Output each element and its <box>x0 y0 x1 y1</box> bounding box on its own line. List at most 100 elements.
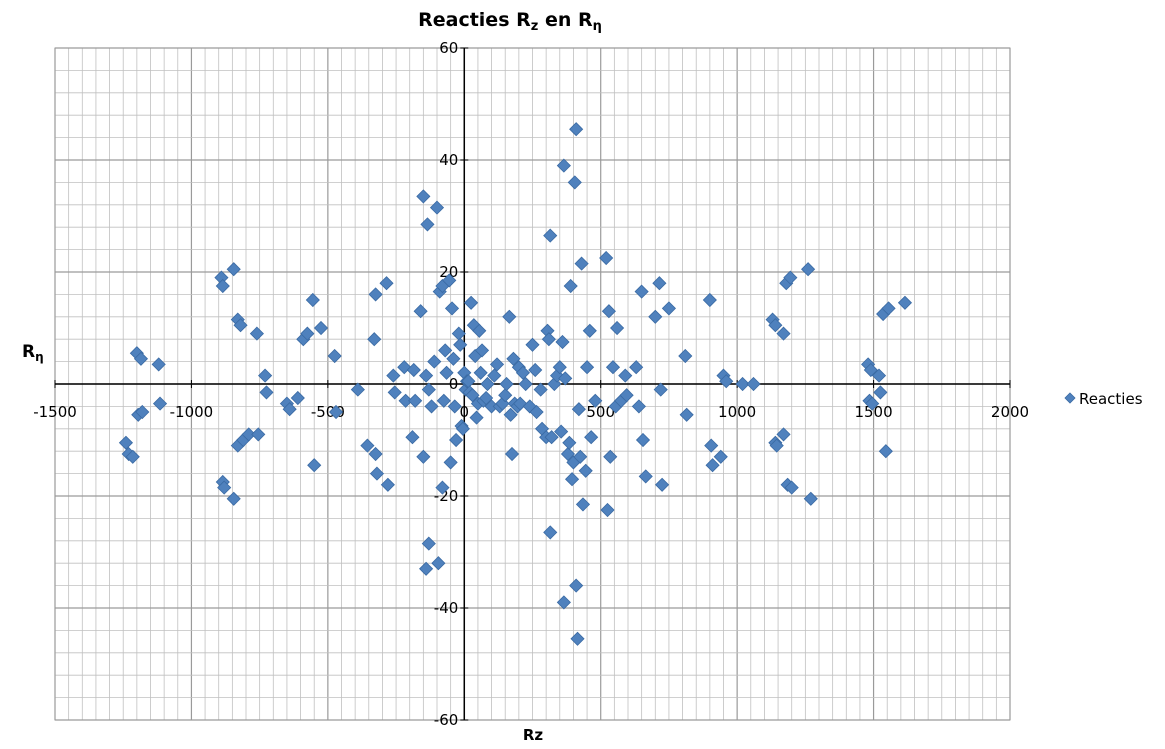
x-tick-label: -1500 <box>33 403 77 421</box>
data-point-diamond <box>217 480 232 495</box>
data-point-diamond <box>233 318 248 333</box>
data-point-diamond <box>554 424 569 439</box>
data-point-diamond <box>704 438 719 453</box>
data-point-diamond <box>801 262 816 277</box>
x-tick-label: 0 <box>460 403 470 421</box>
data-point-diamond <box>327 348 342 364</box>
data-point-diamond <box>469 410 484 425</box>
x-tick-label: 2000 <box>991 403 1029 421</box>
data-point-diamond <box>416 449 431 464</box>
data-point-diamond <box>584 430 599 445</box>
data-point-diamond <box>424 399 439 414</box>
data-points <box>118 122 913 646</box>
data-point-diamond <box>541 332 556 347</box>
data-point-diamond <box>769 438 784 453</box>
data-point-diamond <box>487 368 502 383</box>
data-point-diamond <box>573 449 588 464</box>
y-axis-title: Rη <box>22 342 44 364</box>
data-point-diamond <box>386 368 401 383</box>
data-point-diamond <box>784 480 799 495</box>
data-point-diamond <box>518 376 533 392</box>
data-point-diamond <box>560 446 576 462</box>
data-point-diamond <box>735 376 750 392</box>
y-tick-label: 60 <box>439 39 458 57</box>
data-point-diamond <box>618 368 633 383</box>
data-point-diamond <box>679 407 694 422</box>
data-point-diamond <box>300 326 315 341</box>
data-point-diamond <box>429 200 445 215</box>
data-point-diamond <box>290 390 305 406</box>
x-axis-title: Rz <box>523 726 544 744</box>
chart-title-mid: en R <box>538 9 593 31</box>
data-point-diamond <box>652 276 667 291</box>
data-point-diamond <box>574 256 589 271</box>
data-point-diamond <box>768 318 783 333</box>
data-point-diamond <box>564 472 580 487</box>
data-point-diamond <box>443 455 458 470</box>
data-point-diamond <box>580 360 595 375</box>
data-point-diamond <box>582 323 597 338</box>
chart-title: Reacties Rz en Rη <box>418 9 602 34</box>
data-point-diamond <box>776 326 791 341</box>
data-point-diamond <box>558 371 573 386</box>
data-point-diamond <box>419 368 434 383</box>
data-point-diamond <box>569 578 584 593</box>
data-point-diamond <box>600 502 615 518</box>
data-point-diamond <box>473 365 488 380</box>
data-point-diamond <box>873 385 888 400</box>
data-point-diamond <box>570 631 585 646</box>
data-point-diamond <box>447 399 462 414</box>
data-point-diamond <box>713 449 728 464</box>
data-point-diamond <box>419 561 434 576</box>
data-point-diamond <box>619 388 634 403</box>
data-point-diamond <box>543 228 558 243</box>
data-point-diamond <box>543 525 558 540</box>
data-point-diamond <box>562 435 577 450</box>
legend-label: Reacties <box>1079 390 1143 408</box>
data-point-diamond <box>871 368 887 383</box>
data-point-diamond <box>502 309 517 324</box>
data-point-diamond <box>719 374 734 389</box>
data-point-diamond <box>368 287 383 302</box>
data-point-diamond <box>313 320 329 336</box>
data-point-diamond <box>547 376 562 392</box>
data-point-diamond <box>151 357 166 372</box>
data-point-diamond <box>431 556 446 571</box>
data-point-diamond <box>380 477 395 492</box>
y-tick-label: 0 <box>449 375 459 393</box>
data-point-diamond <box>575 497 591 512</box>
data-point-diamond <box>638 469 653 484</box>
data-point-diamond <box>444 301 460 316</box>
data-point-diamond <box>655 477 670 492</box>
data-point-diamond <box>631 399 646 414</box>
data-point-diamond <box>529 404 544 420</box>
data-point-diamond <box>408 393 423 408</box>
data-point-diamond <box>803 491 818 506</box>
data-point-diamond <box>416 189 431 204</box>
y-tick-label: -60 <box>434 711 459 729</box>
data-point-diamond <box>360 438 375 453</box>
data-point-diamond <box>897 295 913 310</box>
data-point-diamond <box>599 250 614 266</box>
data-point-diamond <box>420 217 435 232</box>
data-point-diamond <box>152 396 168 411</box>
data-point-diamond <box>634 284 649 299</box>
chart-title-sub-eta: η <box>593 19 602 34</box>
data-point-diamond <box>498 388 513 403</box>
data-point-diamond <box>783 270 798 285</box>
data-point-diamond <box>601 304 616 319</box>
data-point-diamond <box>702 292 717 308</box>
data-point-diamond <box>405 430 420 445</box>
data-point-diamond <box>133 351 149 366</box>
data-point-diamond <box>251 427 266 442</box>
data-point-diamond <box>865 396 880 411</box>
data-point-diamond <box>427 354 442 369</box>
data-point-diamond <box>442 273 457 288</box>
data-point-diamond <box>635 432 651 448</box>
data-point-diamond <box>421 536 436 551</box>
data-point-diamond <box>533 382 548 397</box>
data-point-diamond <box>605 360 621 375</box>
data-point-diamond <box>241 427 256 442</box>
data-point-diamond <box>258 368 273 383</box>
